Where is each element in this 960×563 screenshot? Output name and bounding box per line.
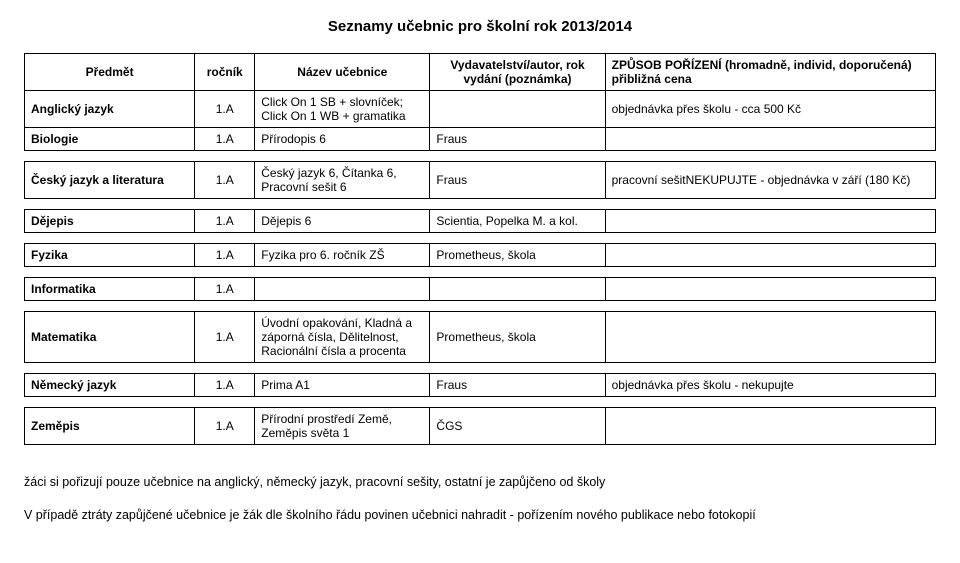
cell-publisher: Prometheus, škola [430,312,605,363]
cell-grade: 1.A [195,244,255,267]
table-row: Zeměpis1.APřírodní prostředí Země, Zeměp… [25,408,936,445]
cell-procurement [605,278,935,301]
textbook-table: Předmět ročník Název učebnice Vydavatels… [24,53,936,445]
footnote-line2: V případě ztráty zapůjčené učebnice je ž… [24,506,936,525]
cell-subject: Fyzika [25,244,195,267]
table-row [25,199,936,210]
cell-publisher [430,91,605,128]
cell-procurement [605,312,935,363]
col-book: Název učebnice [255,54,430,91]
cell-grade: 1.A [195,162,255,199]
table-row: Informatika1.A [25,278,936,301]
cell-grade: 1.A [195,278,255,301]
cell-book: Přírodopis 6 [255,128,430,151]
cell-subject: Zeměpis [25,408,195,445]
footnote-line1: žáci si pořizují pouze učebnice na angli… [24,473,936,492]
table-row [25,363,936,374]
cell-grade: 1.A [195,312,255,363]
cell-book: Prima A1 [255,374,430,397]
table-row: Matematika1.AÚvodní opakování, Kladná a … [25,312,936,363]
col-subject: Předmět [25,54,195,91]
table-head: Předmět ročník Název učebnice Vydavatels… [25,54,936,91]
cell-book: Úvodní opakování, Kladná a záporná čísla… [255,312,430,363]
table-row [25,233,936,244]
table-body: Anglický jazyk1.AClick On 1 SB + slovníč… [25,91,936,445]
table-row: Anglický jazyk1.AClick On 1 SB + slovníč… [25,91,936,128]
cell-publisher: Fraus [430,128,605,151]
table-row: Český jazyk a literatura1.AČeský jazyk 6… [25,162,936,199]
cell-procurement: objednávka přes školu - nekupujte [605,374,935,397]
blank-spacer [25,301,936,312]
page-container: Seznamy učebnic pro školní rok 2013/2014… [0,0,960,563]
cell-publisher: Prometheus, škola [430,244,605,267]
cell-publisher: Scientia, Popelka M. a kol. [430,210,605,233]
cell-subject: Dějepis [25,210,195,233]
cell-procurement: pracovní sešitNEKUPUJTE - objednávka v z… [605,162,935,199]
blank-spacer [25,267,936,278]
blank-spacer [25,397,936,408]
table-row [25,301,936,312]
cell-procurement [605,128,935,151]
table-row: Německý jazyk1.APrima A1Frausobjednávka … [25,374,936,397]
table-row [25,397,936,408]
blank-spacer [25,151,936,162]
cell-publisher: ČGS [430,408,605,445]
cell-grade: 1.A [195,128,255,151]
col-grade: ročník [195,54,255,91]
cell-procurement: objednávka přes školu - cca 500 Kč [605,91,935,128]
cell-book: Přírodní prostředí Země, Zeměpis světa 1 [255,408,430,445]
cell-grade: 1.A [195,210,255,233]
col-procurement: ZPŮSOB POŘÍZENÍ (hromadně, individ, dopo… [605,54,935,91]
cell-subject: Český jazyk a literatura [25,162,195,199]
cell-book: Český jazyk 6, Čítanka 6, Pracovní sešit… [255,162,430,199]
cell-book: Click On 1 SB + slovníček; Click On 1 WB… [255,91,430,128]
cell-procurement [605,244,935,267]
cell-book [255,278,430,301]
blank-spacer [25,199,936,210]
footnote-block: žáci si pořizují pouze učebnice na angli… [24,473,936,525]
col-publisher: Vydavatelství/autor, rok vydání (poznámk… [430,54,605,91]
cell-book: Dějepis 6 [255,210,430,233]
cell-grade: 1.A [195,374,255,397]
cell-subject: Německý jazyk [25,374,195,397]
table-row: Fyzika1.AFyzika pro 6. ročník ZŠPromethe… [25,244,936,267]
cell-subject: Anglický jazyk [25,91,195,128]
blank-spacer [25,363,936,374]
cell-subject: Matematika [25,312,195,363]
cell-publisher [430,278,605,301]
cell-procurement [605,210,935,233]
cell-subject: Biologie [25,128,195,151]
cell-publisher: Fraus [430,162,605,199]
cell-book: Fyzika pro 6. ročník ZŠ [255,244,430,267]
table-row [25,151,936,162]
page-title: Seznamy učebnic pro školní rok 2013/2014 [24,18,936,35]
cell-publisher: Fraus [430,374,605,397]
table-row [25,267,936,278]
cell-subject: Informatika [25,278,195,301]
cell-grade: 1.A [195,408,255,445]
table-row: Biologie1.APřírodopis 6Fraus [25,128,936,151]
table-row: Dějepis1.ADějepis 6Scientia, Popelka M. … [25,210,936,233]
cell-grade: 1.A [195,91,255,128]
cell-procurement [605,408,935,445]
blank-spacer [25,233,936,244]
